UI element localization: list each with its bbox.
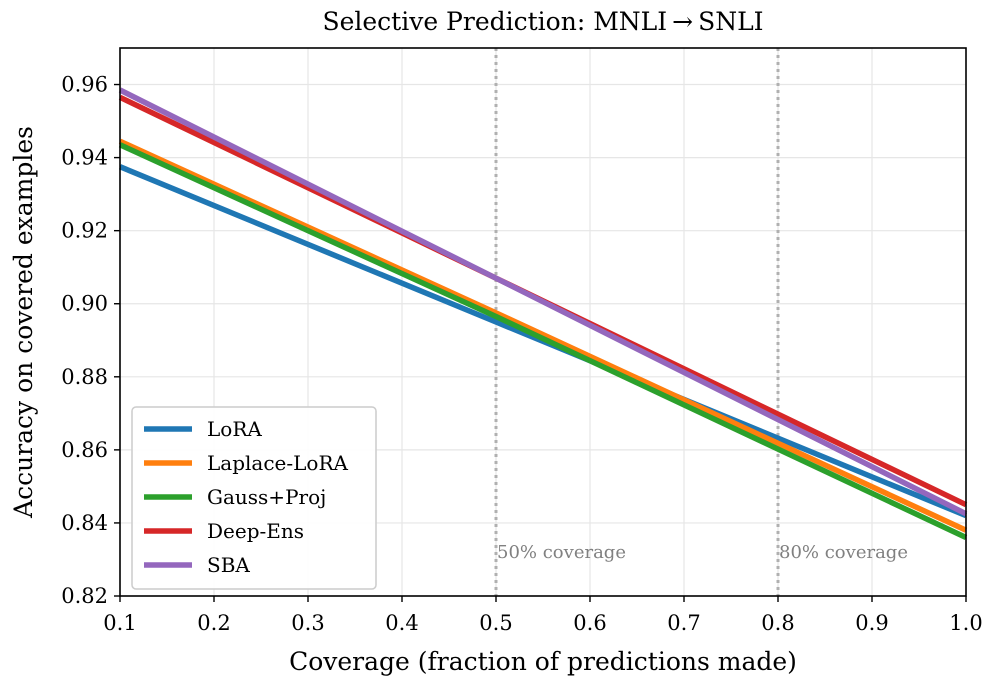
coverage-marker-label: 80% coverage: [779, 542, 908, 563]
y-tick-label: 0.86: [61, 438, 108, 462]
series-line-lora: [118, 164, 968, 519]
x-tick-label: 0.7: [667, 611, 700, 635]
tick-labels: 0.1 0.2 0.3 0.4 0.5 0.6 0.7 0.8 0.9 1.0 0.82 0.84 0.…: [61, 73, 982, 635]
coverage-marker-label: 50% coverage: [497, 542, 626, 563]
y-axis-label: Accuracy on covered examples: [9, 126, 38, 519]
x-tick-label: 0.2: [197, 611, 230, 635]
x-tick-label: 0.4: [385, 611, 418, 635]
legend-label: Gauss+Proj: [207, 485, 326, 509]
y-tick-label: 0.84: [61, 511, 108, 535]
series-line-sba: [118, 87, 968, 517]
legend-box: [131, 406, 377, 590]
series-line-gauss-proj: [118, 142, 968, 540]
x-tick-label: 0.5: [479, 611, 512, 635]
x-tick-label: 0.1: [103, 611, 136, 635]
y-tick-label: 0.92: [61, 219, 108, 243]
chart-title: Selective Prediction: MNLI → SNLI: [322, 7, 763, 36]
x-tick-label: 1.0: [949, 611, 982, 635]
y-tick-label: 0.96: [61, 73, 108, 97]
x-axis-label: Coverage (fraction of predictions made): [289, 647, 797, 676]
series-lines: [118, 87, 968, 540]
y-tick-label: 0.90: [61, 292, 108, 316]
plot-frame: [119, 47, 967, 597]
series-line-laplace-lora: [118, 138, 968, 533]
x-tick-label: 0.6: [573, 611, 606, 635]
legend: LoRA Laplace-LoRA Gauss+Proj Deep-Ens SBA: [131, 406, 377, 590]
x-tick-label: 0.9: [855, 611, 888, 635]
ticks: [114, 83, 967, 602]
legend-label: LoRA: [207, 417, 262, 441]
legend-label: Deep-Ens: [207, 519, 304, 543]
legend-label: Laplace-LoRA: [207, 451, 349, 475]
y-tick-label: 0.94: [61, 146, 108, 170]
x-tick-label: 0.8: [761, 611, 794, 635]
y-tick-label: 0.88: [61, 365, 108, 389]
y-tick-label: 0.82: [61, 584, 108, 608]
legend-label: SBA: [207, 553, 250, 577]
x-tick-label: 0.3: [291, 611, 324, 635]
